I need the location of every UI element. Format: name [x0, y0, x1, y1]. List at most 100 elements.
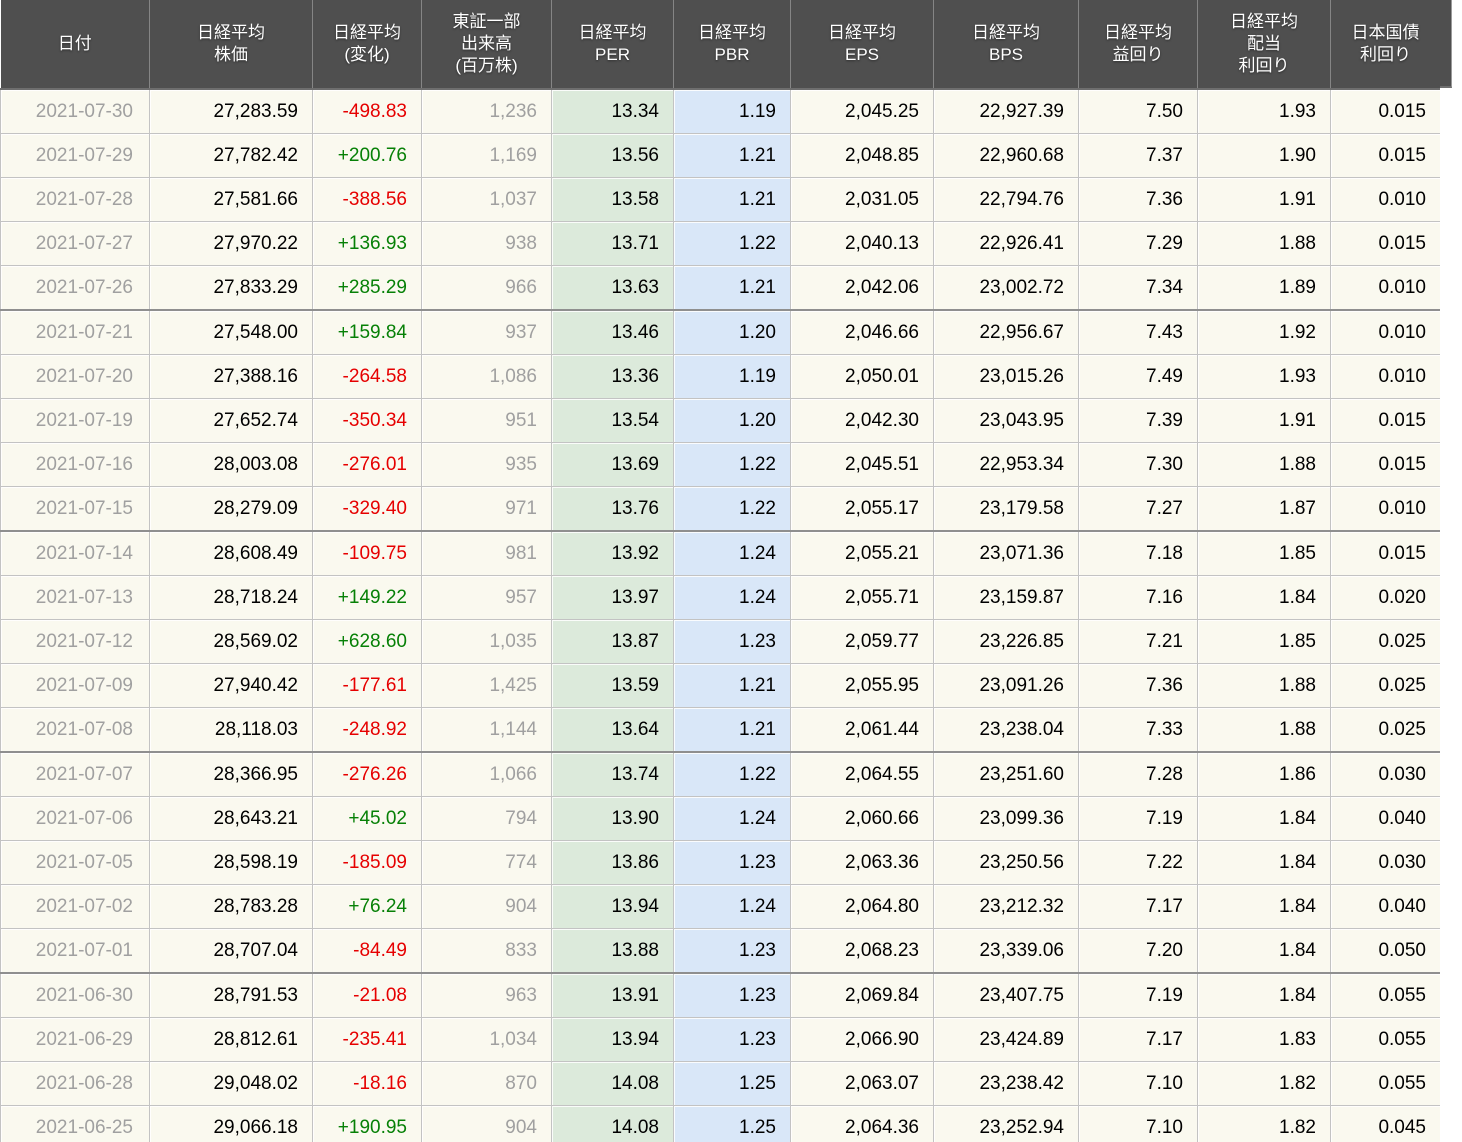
- cell-per: 13.64: [551, 707, 674, 752]
- cell-jgb-yield: 0.015: [1330, 221, 1441, 266]
- cell-eps: 2,069.84: [790, 972, 934, 1018]
- cell-eps: 2,066.90: [790, 1017, 934, 1062]
- cell-date: 2021-06-25: [0, 1105, 150, 1142]
- cell-pbr: 1.24: [673, 575, 791, 620]
- cell-pbr: 1.21: [673, 265, 791, 310]
- cell-change: -498.83: [312, 89, 422, 134]
- cell-volume: 870: [421, 1061, 552, 1106]
- cell-price: 27,283.59: [149, 89, 313, 134]
- cell-eps: 2,040.13: [790, 221, 934, 266]
- cell-change: -21.08: [312, 972, 422, 1018]
- cell-pbr: 1.22: [673, 751, 791, 797]
- cell-bps: 22,926.41: [933, 221, 1079, 266]
- cell-eps: 2,055.95: [790, 663, 934, 708]
- cell-change: -235.41: [312, 1017, 422, 1062]
- table-row: 2021-07-05 28,598.19 -185.09 774 13.86 1.23 2,…: [0, 840, 1441, 885]
- cell-eps: 2,045.51: [790, 442, 934, 487]
- cell-pbr: 1.23: [673, 1017, 791, 1062]
- cell-change: -18.16: [312, 1061, 422, 1106]
- cell-volume: 1,035: [421, 619, 552, 664]
- cell-volume: 938: [421, 221, 552, 266]
- scrollbar-gutter[interactable]: [1440, 0, 1462, 1142]
- cell-change: -177.61: [312, 663, 422, 708]
- cell-per: 13.71: [551, 221, 674, 266]
- cell-bps: 23,043.95: [933, 398, 1079, 443]
- cell-dividend-yield: 1.88: [1197, 707, 1331, 752]
- cell-earnings-yield: 7.34: [1078, 265, 1198, 310]
- cell-earnings-yield: 7.16: [1078, 575, 1198, 620]
- cell-jgb-yield: 0.010: [1330, 354, 1441, 399]
- cell-price: 27,833.29: [149, 265, 313, 310]
- cell-pbr: 1.21: [673, 707, 791, 752]
- cell-change: -388.56: [312, 177, 422, 222]
- cell-volume: 904: [421, 884, 552, 929]
- header-row: 日付 日経平均 株価 日経平均 (変化) 東証一部 出来高 (百万株) 日経平均 PER…: [0, 0, 1441, 90]
- cell-earnings-yield: 7.33: [1078, 707, 1198, 752]
- cell-date: 2021-07-29: [0, 133, 150, 178]
- cell-dividend-yield: 1.90: [1197, 133, 1331, 178]
- cell-per: 13.90: [551, 796, 674, 841]
- cell-volume: 1,169: [421, 133, 552, 178]
- cell-volume: 957: [421, 575, 552, 620]
- header-scroll-gutter: [1440, 0, 1452, 88]
- cell-pbr: 1.25: [673, 1061, 791, 1106]
- column-header-pbr: 日経平均 PBR: [673, 0, 791, 90]
- cell-bps: 23,238.42: [933, 1061, 1079, 1106]
- cell-volume: 1,236: [421, 89, 552, 134]
- cell-per: 13.76: [551, 486, 674, 531]
- table-row: 2021-07-13 28,718.24 +149.22 957 13.97 1.24 2,…: [0, 575, 1441, 620]
- cell-date: 2021-07-16: [0, 442, 150, 487]
- cell-price: 29,066.18: [149, 1105, 313, 1142]
- table-row: 2021-06-30 28,791.53 -21.08 963 13.91 1.23 2,0…: [0, 972, 1441, 1018]
- table-row: 2021-06-29 28,812.61 -235.41 1,034 13.94 1.23…: [0, 1017, 1441, 1062]
- cell-per: 13.91: [551, 972, 674, 1018]
- cell-eps: 2,055.21: [790, 530, 934, 576]
- cell-earnings-yield: 7.20: [1078, 928, 1198, 973]
- cell-per: 13.36: [551, 354, 674, 399]
- cell-bps: 23,212.32: [933, 884, 1079, 929]
- cell-earnings-yield: 7.17: [1078, 884, 1198, 929]
- cell-eps: 2,063.07: [790, 1061, 934, 1106]
- cell-dividend-yield: 1.83: [1197, 1017, 1331, 1062]
- cell-volume: 1,086: [421, 354, 552, 399]
- cell-dividend-yield: 1.82: [1197, 1105, 1331, 1142]
- cell-date: 2021-07-28: [0, 177, 150, 222]
- cell-date: 2021-06-29: [0, 1017, 150, 1062]
- cell-price: 27,782.42: [149, 133, 313, 178]
- cell-bps: 23,251.60: [933, 751, 1079, 797]
- cell-dividend-yield: 1.88: [1197, 221, 1331, 266]
- cell-jgb-yield: 0.010: [1330, 486, 1441, 531]
- table-row: 2021-07-28 27,581.66 -388.56 1,037 13.58 1.21…: [0, 177, 1441, 222]
- cell-volume: 1,425: [421, 663, 552, 708]
- cell-bps: 22,927.39: [933, 89, 1079, 134]
- cell-date: 2021-07-20: [0, 354, 150, 399]
- cell-volume: 904: [421, 1105, 552, 1142]
- cell-price: 27,940.42: [149, 663, 313, 708]
- cell-eps: 2,042.06: [790, 265, 934, 310]
- cell-change: -248.92: [312, 707, 422, 752]
- cell-earnings-yield: 7.36: [1078, 177, 1198, 222]
- cell-pbr: 1.23: [673, 619, 791, 664]
- cell-date: 2021-07-26: [0, 265, 150, 310]
- cell-earnings-yield: 7.19: [1078, 796, 1198, 841]
- cell-eps: 2,048.85: [790, 133, 934, 178]
- cell-eps: 2,063.36: [790, 840, 934, 885]
- table-row: 2021-07-21 27,548.00 +159.84 937 13.46 1.20 2,…: [0, 309, 1441, 355]
- cell-date: 2021-07-27: [0, 221, 150, 266]
- cell-change: -276.26: [312, 751, 422, 797]
- cell-pbr: 1.22: [673, 486, 791, 531]
- cell-jgb-yield: 0.015: [1330, 530, 1441, 576]
- cell-date: 2021-07-05: [0, 840, 150, 885]
- cell-jgb-yield: 0.015: [1330, 89, 1441, 134]
- cell-dividend-yield: 1.93: [1197, 354, 1331, 399]
- cell-jgb-yield: 0.010: [1330, 177, 1441, 222]
- cell-price: 28,569.02: [149, 619, 313, 664]
- cell-pbr: 1.25: [673, 1105, 791, 1142]
- cell-earnings-yield: 7.43: [1078, 309, 1198, 355]
- cell-per: 13.94: [551, 1017, 674, 1062]
- cell-eps: 2,055.17: [790, 486, 934, 531]
- cell-jgb-yield: 0.025: [1330, 707, 1441, 752]
- table-row: 2021-07-20 27,388.16 -264.58 1,086 13.36 1.19…: [0, 354, 1441, 399]
- table-row: 2021-07-02 28,783.28 +76.24 904 13.94 1.24 2,0…: [0, 884, 1441, 929]
- cell-bps: 23,238.04: [933, 707, 1079, 752]
